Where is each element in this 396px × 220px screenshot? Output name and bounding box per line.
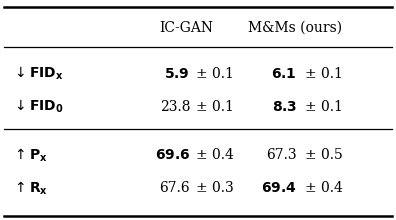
Text: ± 0.4: ± 0.4 <box>196 148 234 162</box>
Text: $\mathbf{5.9}$: $\mathbf{5.9}$ <box>164 67 190 81</box>
Text: M&Ms (ours): M&Ms (ours) <box>248 20 342 35</box>
Text: 23.8: 23.8 <box>160 100 190 114</box>
Text: $\downarrow\mathbf{FID}_{\mathbf{0}}$: $\downarrow\mathbf{FID}_{\mathbf{0}}$ <box>12 98 63 116</box>
Text: IC-GAN: IC-GAN <box>159 20 213 35</box>
Text: $\downarrow\mathbf{FID}_{\mathbf{x}}$: $\downarrow\mathbf{FID}_{\mathbf{x}}$ <box>12 65 63 82</box>
Text: 67.6: 67.6 <box>160 181 190 195</box>
Text: $\mathbf{8.3}$: $\mathbf{8.3}$ <box>272 100 297 114</box>
Text: ± 0.3: ± 0.3 <box>196 181 234 195</box>
Text: $\uparrow\mathbf{R}_{\mathbf{x}}$: $\uparrow\mathbf{R}_{\mathbf{x}}$ <box>12 179 48 197</box>
Text: $\uparrow\mathbf{P}_{\mathbf{x}}$: $\uparrow\mathbf{P}_{\mathbf{x}}$ <box>12 146 48 164</box>
Text: ± 0.4: ± 0.4 <box>305 181 343 195</box>
Text: $\mathbf{69.4}$: $\mathbf{69.4}$ <box>261 181 297 195</box>
Text: ± 0.1: ± 0.1 <box>196 100 234 114</box>
Text: ± 0.1: ± 0.1 <box>305 100 343 114</box>
Text: ± 0.1: ± 0.1 <box>305 67 343 81</box>
Text: 67.3: 67.3 <box>267 148 297 162</box>
Text: ± 0.1: ± 0.1 <box>196 67 234 81</box>
Text: ± 0.5: ± 0.5 <box>305 148 343 162</box>
Text: $\mathbf{6.1}$: $\mathbf{6.1}$ <box>271 67 297 81</box>
Text: $\mathbf{69.6}$: $\mathbf{69.6}$ <box>154 148 190 162</box>
